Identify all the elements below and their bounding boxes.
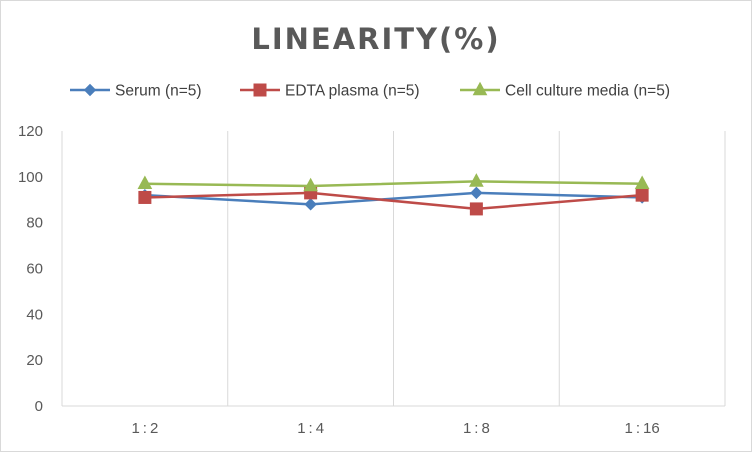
y-tick-label: 60 [26, 261, 43, 278]
series-line [144, 191, 643, 211]
data-point-marker [303, 177, 318, 192]
y-tick-label: 120 [18, 123, 43, 140]
x-tick-label: 1 : 16 [625, 420, 660, 437]
gridlines [227, 131, 726, 406]
x-axis-tick-labels: 1 : 2 1 : 4 1 : 8 1 : 16 [131, 420, 659, 437]
chart-title: LINEARITY(%) [251, 22, 500, 56]
axes [61, 131, 725, 407]
data-point-marker [470, 186, 483, 200]
legend-item: EDTA plasma (n=5) [240, 83, 420, 100]
x-tick-label: 1 : 8 [463, 420, 490, 437]
legend-marker-swatch [253, 83, 267, 97]
legend-label: EDTA plasma (n=5) [285, 83, 420, 100]
y-tick-label: 0 [35, 398, 43, 415]
legend-item: Cell culture media (n=5) [460, 81, 670, 100]
data-point-marker [138, 190, 152, 204]
data-point-marker [469, 202, 483, 216]
series-line [144, 180, 643, 188]
legend: Serum (n=5) EDTA plasma (n=5) Cell culture… [70, 81, 670, 100]
legend-label: Serum (n=5) [115, 83, 202, 100]
y-tick-label: 20 [26, 352, 43, 369]
data-point-marker [304, 198, 317, 211]
data-point-marker [137, 175, 153, 190]
y-axis-tick-labels: 0 20 40 60 80 100 120 [18, 123, 43, 415]
legend-item: Serum (n=5) [70, 83, 202, 100]
series-line [144, 191, 643, 206]
data-point-marker [635, 188, 649, 202]
legend-marker-swatch [472, 81, 488, 96]
series-group [137, 173, 650, 192]
x-tick-label: 1 : 4 [297, 420, 324, 437]
y-tick-label: 80 [26, 215, 43, 232]
data-point-marker [634, 175, 650, 190]
y-tick-label: 100 [18, 169, 43, 186]
legend-marker-swatch [83, 83, 97, 97]
series-layer [137, 173, 650, 216]
data-point-marker [469, 173, 484, 187]
x-tick-label: 1 : 2 [131, 420, 158, 437]
series-group [138, 186, 649, 216]
y-tick-label: 40 [26, 306, 43, 323]
legend-label: Cell culture media (n=5) [505, 83, 670, 100]
